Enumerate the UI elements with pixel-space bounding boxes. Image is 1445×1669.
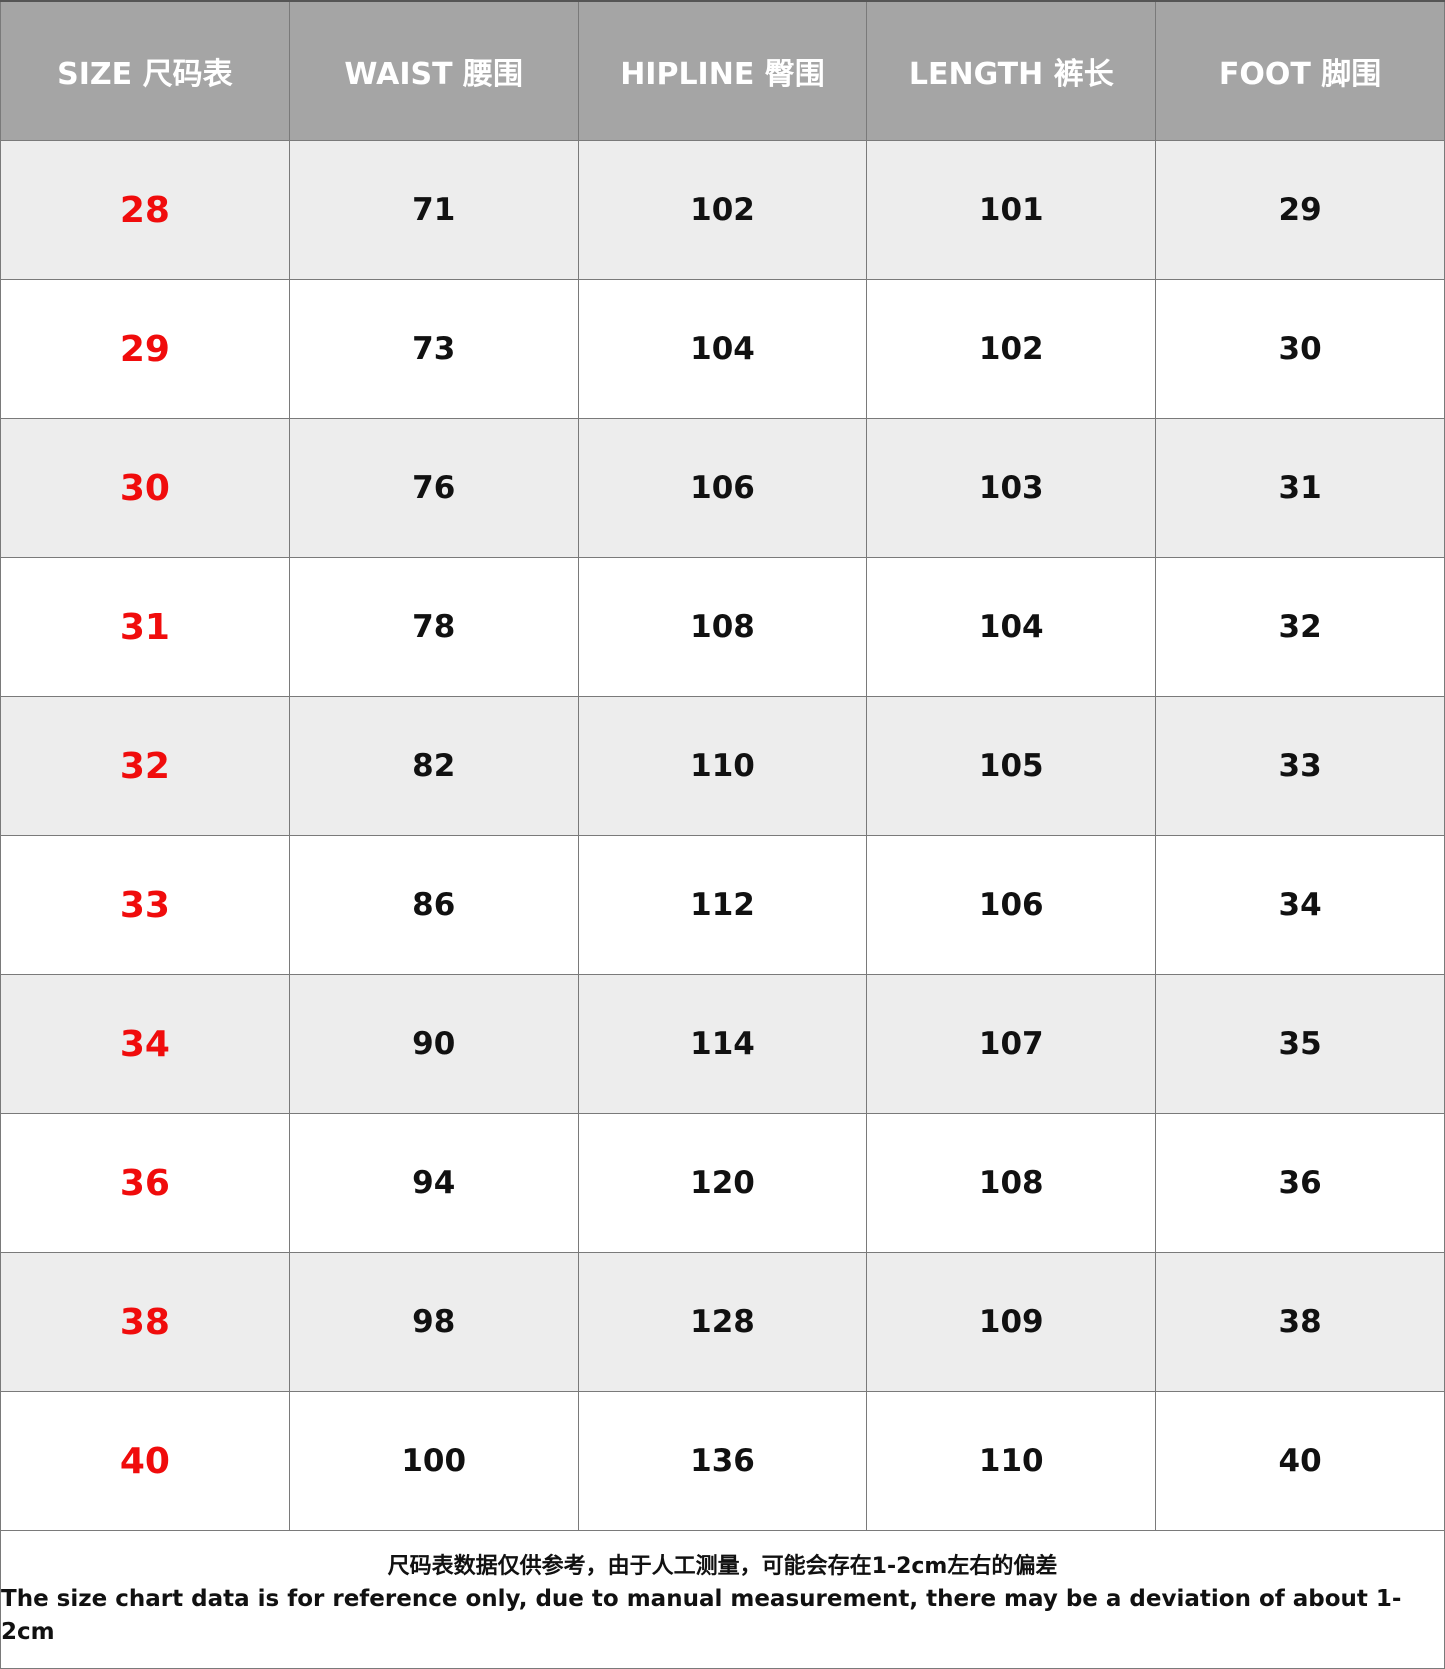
measurement-cell: 31 — [1155, 418, 1445, 558]
measurement-cell: 30 — [1155, 279, 1445, 419]
measurement-cell: 136 — [577, 1391, 868, 1531]
measurement-cell: 108 — [577, 557, 868, 697]
measurement-cell: 110 — [577, 696, 868, 836]
table-row: 40 100 136 110 40 — [0, 1391, 1445, 1531]
size-cell: 34 — [0, 974, 290, 1114]
table-row: 38 98 128 109 38 — [0, 1252, 1445, 1392]
size-cell: 40 — [0, 1391, 290, 1531]
column-header: FOOT 脚围 — [1155, 0, 1445, 141]
measurement-cell: 107 — [866, 974, 1157, 1114]
measurement-cell: 71 — [288, 140, 579, 280]
measurement-cell: 86 — [288, 835, 579, 975]
measurement-cell: 120 — [577, 1113, 868, 1253]
size-cell: 28 — [0, 140, 290, 280]
measurement-cell: 105 — [866, 696, 1157, 836]
measurement-cell: 108 — [866, 1113, 1157, 1253]
measurement-cell: 100 — [288, 1391, 579, 1531]
measurement-cell: 128 — [577, 1252, 868, 1392]
disclaimer: 尺码表数据仅供参考，由于人工测量，可能会存在1-2cm左右的偏差 The siz… — [0, 1531, 1445, 1669]
measurement-cell: 33 — [1155, 696, 1445, 836]
table-row: 29 73 104 102 30 — [0, 279, 1445, 419]
size-cell: 33 — [0, 835, 290, 975]
column-header: WAIST 腰围 — [288, 0, 579, 141]
measurement-cell: 90 — [288, 974, 579, 1114]
measurement-cell: 34 — [1155, 835, 1445, 975]
size-cell: 32 — [0, 696, 290, 836]
size-cell: 30 — [0, 418, 290, 558]
table-row: 28 71 102 101 29 — [0, 140, 1445, 280]
column-header: SIZE 尺码表 — [0, 0, 290, 141]
measurement-cell: 36 — [1155, 1113, 1445, 1253]
measurement-cell: 82 — [288, 696, 579, 836]
table-row: 34 90 114 107 35 — [0, 974, 1445, 1114]
size-cell: 31 — [0, 557, 290, 697]
measurement-cell: 109 — [866, 1252, 1157, 1392]
disclaimer-en: The size chart data is for reference onl… — [1, 1586, 1402, 1645]
measurement-cell: 104 — [577, 279, 868, 419]
measurement-cell: 78 — [288, 557, 579, 697]
measurement-cell: 98 — [288, 1252, 579, 1392]
measurement-cell: 94 — [288, 1113, 579, 1253]
column-header: LENGTH 裤长 — [866, 0, 1157, 141]
measurement-cell: 35 — [1155, 974, 1445, 1114]
measurement-cell: 40 — [1155, 1391, 1445, 1531]
measurement-cell: 29 — [1155, 140, 1445, 280]
measurement-cell: 73 — [288, 279, 579, 419]
measurement-cell: 103 — [866, 418, 1157, 558]
measurement-cell: 102 — [577, 140, 868, 280]
measurement-cell: 32 — [1155, 557, 1445, 697]
measurement-cell: 112 — [577, 835, 868, 975]
measurement-cell: 101 — [866, 140, 1157, 280]
table-row: 32 82 110 105 33 — [0, 696, 1445, 836]
measurement-cell: 76 — [288, 418, 579, 558]
table-row: 36 94 120 108 36 — [0, 1113, 1445, 1253]
measurement-cell: 110 — [866, 1391, 1157, 1531]
size-cell: 29 — [0, 279, 290, 419]
table-row: 30 76 106 103 31 — [0, 418, 1445, 558]
measurement-cell: 106 — [866, 835, 1157, 975]
size-cell: 38 — [0, 1252, 290, 1392]
measurement-cell: 114 — [577, 974, 868, 1114]
measurement-cell: 106 — [577, 418, 868, 558]
table-row: 33 86 112 106 34 — [0, 835, 1445, 975]
header-row: SIZE 尺码表 WAIST 腰围 HIPLINE 臀围 LENGTH 裤长 FOOT … — [0, 0, 1445, 141]
measurement-cell: 102 — [866, 279, 1157, 419]
measurement-cell: 38 — [1155, 1252, 1445, 1392]
measurement-cell: 104 — [866, 557, 1157, 697]
size-cell: 36 — [0, 1113, 290, 1253]
table-row: 31 78 108 104 32 — [0, 557, 1445, 697]
column-header: HIPLINE 臀围 — [577, 0, 868, 141]
disclaimer-zh: 尺码表数据仅供参考，由于人工测量，可能会存在1-2cm左右的偏差 — [387, 1554, 1058, 1579]
size-chart-table: SIZE 尺码表 WAIST 腰围 HIPLINE 臀围 LENGTH 裤长 FOOT … — [0, 0, 1445, 1531]
